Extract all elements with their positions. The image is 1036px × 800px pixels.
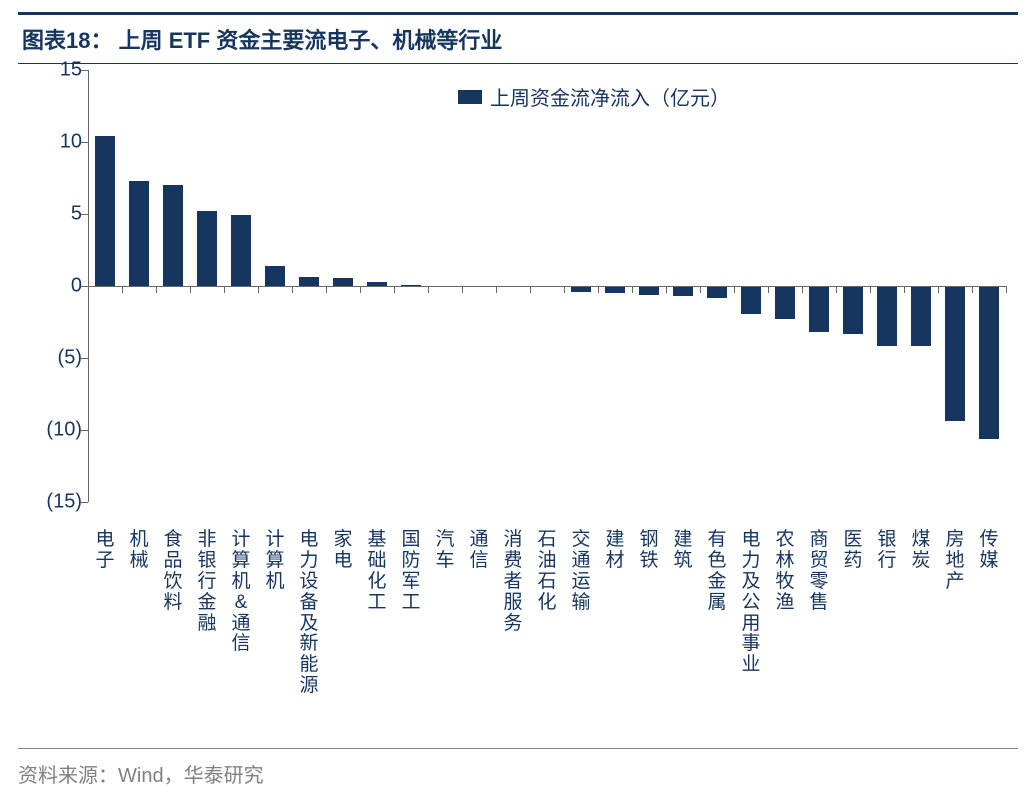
x-tick	[598, 286, 599, 293]
x-tick	[88, 286, 89, 293]
bar	[639, 286, 658, 295]
x-tick	[190, 286, 191, 293]
plot-wrapper: 上周资金流净流入（亿元） (15)(10)(5)051015电子机械食品饮料非银…	[18, 70, 1018, 502]
x-axis-label: 电力设备及新能源	[292, 530, 326, 697]
x-tick	[972, 286, 973, 293]
x-axis-label: 商贸零售	[802, 530, 836, 614]
y-tick-label: 0	[71, 275, 88, 298]
bar	[129, 181, 148, 286]
x-axis-label: 农林牧渔	[768, 530, 802, 614]
x-axis-label: 汽车	[428, 530, 462, 572]
x-axis-label: 非银行金融	[190, 530, 224, 634]
x-axis-label: 石油石化	[530, 530, 564, 614]
x-tick	[360, 286, 361, 293]
y-tick-label: 5	[71, 203, 88, 226]
x-tick	[394, 286, 395, 293]
x-axis-label: 医药	[836, 530, 870, 572]
x-axis-label: 煤炭	[904, 530, 938, 572]
x-tick	[156, 286, 157, 293]
x-tick	[122, 286, 123, 293]
x-axis-label: 计算机&通信	[224, 530, 258, 655]
x-axis-line	[88, 286, 1006, 287]
x-axis-label: 消费者服务	[496, 530, 530, 634]
x-tick	[768, 286, 769, 293]
y-tick-label: 10	[60, 131, 88, 154]
title-bar: 图表18： 上周 ETF 资金主要流电子、机械等行业	[18, 12, 1018, 64]
bar	[265, 266, 284, 286]
x-axis-label: 建筑	[666, 530, 700, 572]
x-tick	[258, 286, 259, 293]
x-axis-label: 交通运输	[564, 530, 598, 614]
bar	[809, 286, 828, 332]
chart-container: 图表18： 上周 ETF 资金主要流电子、机械等行业 上周资金流净流入（亿元） …	[0, 0, 1036, 800]
x-tick	[1006, 286, 1007, 293]
x-tick	[428, 286, 429, 293]
x-tick	[904, 286, 905, 293]
plot-area: 上周资金流净流入（亿元） (15)(10)(5)051015电子机械食品饮料非银…	[88, 70, 1006, 502]
x-axis-label: 银行	[870, 530, 904, 572]
bar	[741, 286, 760, 314]
x-axis-label: 有色金属	[700, 530, 734, 614]
bar	[843, 286, 862, 334]
x-axis-label: 房地产	[938, 530, 972, 593]
bar	[163, 185, 182, 286]
x-tick	[530, 286, 531, 293]
x-axis-label: 机械	[122, 530, 156, 572]
x-tick	[496, 286, 497, 293]
x-tick	[462, 286, 463, 293]
x-axis-label: 电力及公用事业	[734, 530, 768, 676]
x-tick	[802, 286, 803, 293]
y-tick-label: (5)	[58, 347, 88, 370]
bar	[231, 215, 250, 286]
x-axis-label: 食品饮料	[156, 530, 190, 614]
y-tick-label: (10)	[46, 419, 88, 442]
x-tick	[632, 286, 633, 293]
bar	[945, 286, 964, 421]
y-tick-label: (15)	[46, 491, 88, 514]
x-axis-label: 家电	[326, 530, 360, 572]
x-axis-label: 传媒	[972, 530, 1006, 572]
x-axis-label: 计算机	[258, 530, 292, 593]
bar	[877, 286, 896, 346]
x-tick	[224, 286, 225, 293]
bar	[299, 277, 318, 286]
x-tick	[870, 286, 871, 293]
x-axis-label: 钢铁	[632, 530, 666, 572]
bar	[605, 286, 624, 293]
x-tick	[564, 286, 565, 293]
x-tick	[326, 286, 327, 293]
x-axis-label: 电子	[88, 530, 122, 572]
bar	[775, 286, 794, 319]
chart-title: 图表18： 上周 ETF 资金主要流电子、机械等行业	[22, 23, 1014, 55]
x-tick	[938, 286, 939, 293]
bar	[333, 278, 352, 286]
x-tick	[836, 286, 837, 293]
bar	[197, 211, 216, 286]
x-axis-label: 建材	[598, 530, 632, 572]
bar	[95, 136, 114, 286]
bar	[707, 286, 726, 298]
bar	[979, 286, 998, 439]
x-axis-label: 通信	[462, 530, 496, 572]
x-axis-label: 基础化工	[360, 530, 394, 614]
bar	[673, 286, 692, 296]
source-text: 资料来源：Wind，华泰研究	[18, 748, 1018, 788]
x-axis-label: 国防军工	[394, 530, 428, 614]
x-tick	[292, 286, 293, 293]
y-tick-label: 15	[60, 59, 88, 82]
bar	[911, 286, 930, 346]
x-tick	[700, 286, 701, 293]
x-tick	[734, 286, 735, 293]
x-tick	[666, 286, 667, 293]
